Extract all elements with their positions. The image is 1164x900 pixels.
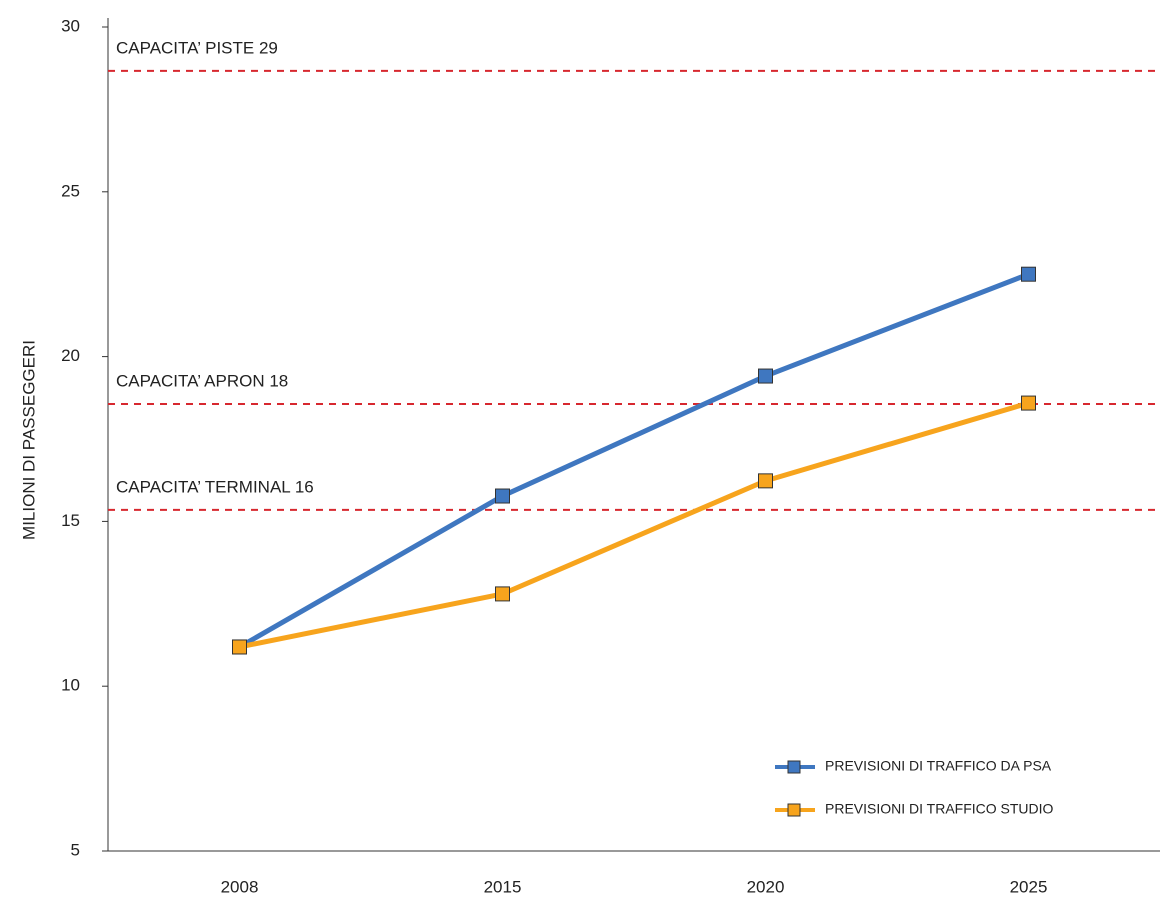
x-tick-label: 2008 bbox=[221, 877, 259, 896]
data-point bbox=[495, 488, 510, 504]
legend-label: PREVISIONI DI TRAFFICO DA PSA bbox=[825, 758, 1052, 774]
legend-marker bbox=[787, 760, 801, 774]
y-tick-label: 15 bbox=[61, 511, 80, 530]
y-tick-label: 5 bbox=[71, 840, 80, 859]
y-tick-label: 20 bbox=[61, 346, 80, 365]
data-point bbox=[495, 586, 510, 602]
y-tick-label: 30 bbox=[61, 16, 80, 35]
reference-label: CAPACITA’ PISTE 29 bbox=[116, 38, 278, 57]
y-tick-label: 10 bbox=[61, 676, 80, 695]
data-point bbox=[758, 368, 773, 384]
legend-marker bbox=[787, 803, 801, 817]
data-point bbox=[232, 639, 247, 655]
x-tick-label: 2025 bbox=[1010, 877, 1048, 896]
y-tick-label: 25 bbox=[61, 181, 80, 200]
data-point bbox=[1021, 395, 1036, 411]
reference-label: CAPACITA’ TERMINAL 16 bbox=[116, 477, 314, 496]
legend-label: PREVISIONI DI TRAFFICO STUDIO bbox=[825, 801, 1054, 817]
data-point bbox=[1021, 266, 1036, 282]
y-axis-label: MILIONI DI PASSEGGERI bbox=[19, 340, 38, 540]
data-point bbox=[758, 473, 773, 489]
x-tick-label: 2015 bbox=[484, 877, 522, 896]
x-tick-label: 2020 bbox=[747, 877, 785, 896]
series-line bbox=[239, 400, 1030, 650]
reference-label: CAPACITA’ APRON 18 bbox=[116, 372, 288, 391]
series-line bbox=[238, 271, 1030, 650]
